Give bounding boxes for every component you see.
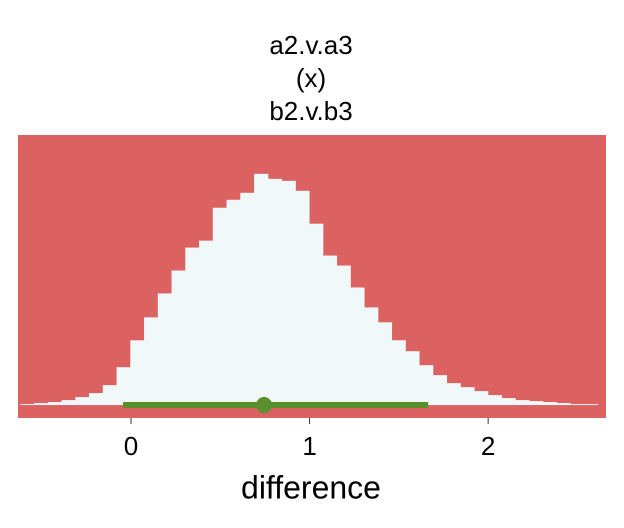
histogram-bar — [584, 404, 599, 406]
histogram-bar — [460, 387, 475, 406]
histogram-bar — [419, 365, 434, 406]
histogram-bar — [199, 240, 214, 406]
histogram-bar — [529, 401, 544, 406]
histogram-bar — [446, 383, 461, 406]
histogram-bar — [405, 351, 420, 406]
histogram-bar — [267, 178, 283, 406]
title-line: b2.v.b3 — [269, 96, 352, 126]
histogram-bar — [116, 367, 131, 406]
histogram-bar — [61, 400, 76, 406]
histogram-bar — [20, 404, 35, 406]
histogram-bar — [226, 199, 241, 406]
histogram-bar — [240, 192, 255, 406]
histogram-bar — [212, 207, 228, 406]
x-axis-label: difference — [241, 469, 381, 505]
histogram-bar — [89, 393, 104, 406]
histogram-bar — [281, 180, 296, 406]
x-tick-label: 0 — [124, 431, 138, 461]
histogram-bar — [501, 398, 516, 406]
histogram-bar — [432, 375, 448, 406]
histogram-bar — [542, 402, 558, 406]
histogram-bar — [570, 404, 585, 406]
histogram-bar — [295, 190, 310, 406]
histogram-bar — [34, 403, 49, 406]
histogram-bar — [47, 402, 63, 406]
title-line: (x) — [296, 63, 326, 93]
histogram-bar — [254, 173, 269, 406]
title-line: a2.v.a3 — [269, 30, 352, 60]
histogram-bar — [391, 340, 406, 406]
histogram-bar — [130, 340, 145, 406]
histogram-bar — [377, 322, 393, 406]
histogram-bar — [515, 400, 530, 406]
histogram-bar — [75, 397, 90, 406]
histogram-bar — [336, 265, 351, 406]
histogram-bar — [185, 247, 200, 406]
histogram-bar — [556, 403, 571, 406]
point-estimate — [256, 397, 273, 414]
histogram-bar — [171, 270, 186, 406]
x-tick-label: 2 — [481, 431, 495, 461]
histogram-bar — [364, 307, 379, 406]
histogram-bar — [309, 223, 324, 406]
x-tick-label: 1 — [302, 431, 316, 461]
histogram-bar — [144, 317, 159, 406]
histogram-bar — [474, 391, 489, 406]
histogram-bar — [102, 385, 118, 406]
histogram-bar — [157, 293, 173, 406]
histogram-bar — [487, 395, 503, 406]
histogram-bar — [350, 287, 365, 406]
histogram-bar — [322, 255, 338, 406]
